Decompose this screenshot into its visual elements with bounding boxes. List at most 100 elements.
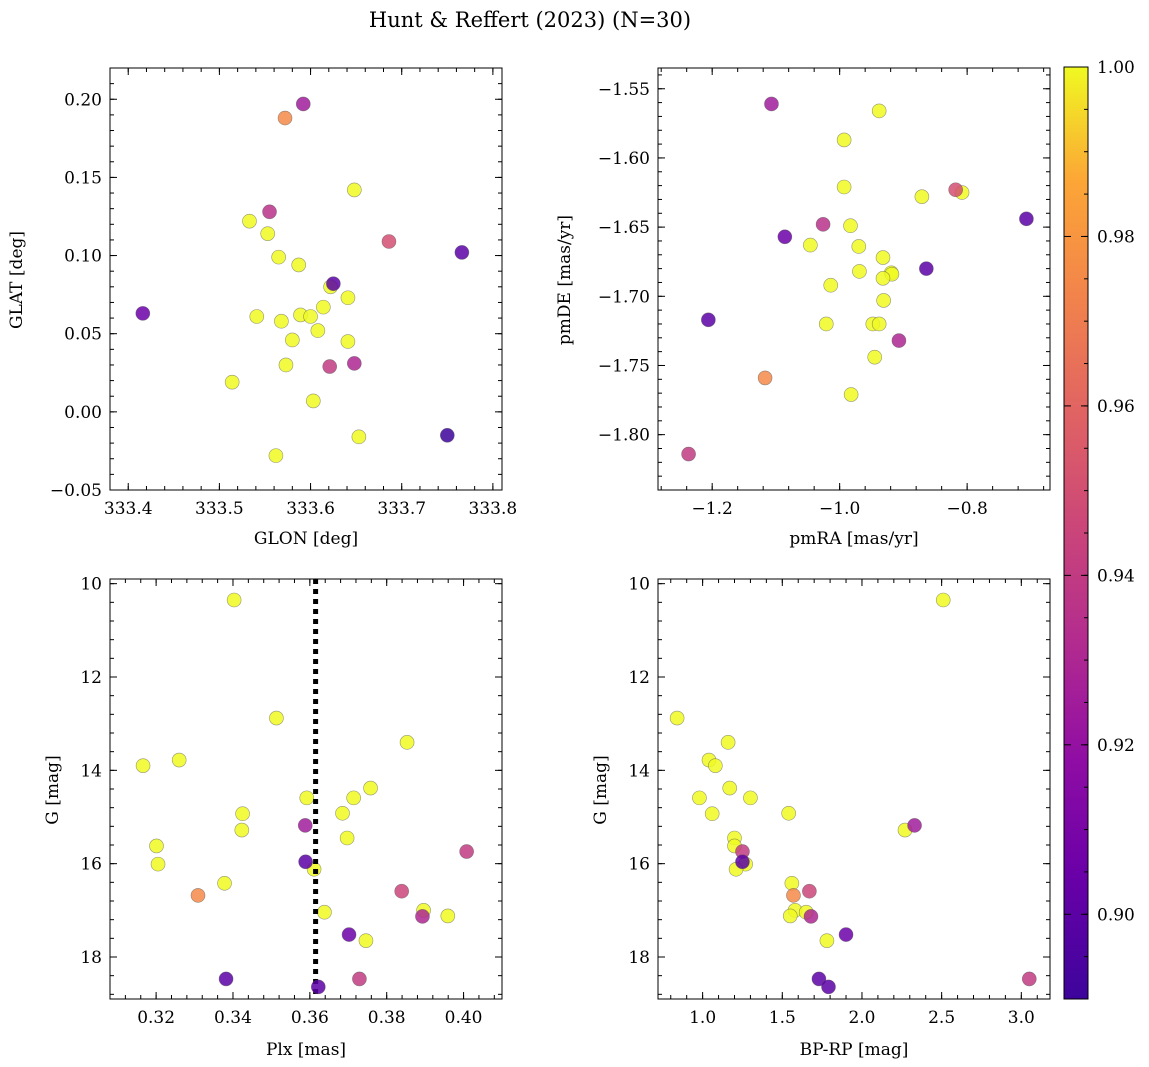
panel-glon-glat: GLON [deg] GLAT [deg] 333.4 333.5 333.6 333…: [7, 67, 518, 549]
colorbar: 0.90 0.92 0.94 0.96 0.98 1.00: [1063, 58, 1135, 1000]
data-point: [786, 888, 801, 903]
data-point: [818, 316, 834, 332]
data-point: [875, 250, 891, 265]
x-tick-label: 333.7: [377, 499, 426, 519]
data-point: [757, 370, 773, 386]
y-tick-label: 12: [80, 668, 102, 688]
data-point: [340, 334, 356, 349]
x-tick-label: 0.38: [368, 1008, 406, 1028]
data-point: [871, 103, 887, 119]
data-point: [843, 387, 859, 402]
data-point: [326, 276, 341, 291]
plot-frame: [657, 578, 1051, 1000]
x-tick-label: 333.8: [469, 499, 518, 519]
x-tick-label: −0.8: [946, 499, 987, 519]
y-tick-label: 12: [628, 668, 650, 688]
data-point: [459, 844, 474, 859]
data-point: [704, 806, 720, 822]
data-point: [224, 374, 240, 390]
data-point: [399, 735, 415, 750]
panel-bprp-g: BP-RP [mag] G [mag] 1.0 1.5 2.0 2.5 3.0 10 12 1…: [591, 575, 1051, 1060]
scatter-points: [135, 592, 456, 948]
data-point: [415, 909, 430, 924]
y-tick-label: 18: [628, 948, 650, 968]
data-point: [803, 237, 818, 253]
data-point: [722, 780, 738, 796]
data-point: [669, 710, 685, 726]
plot-frame: [657, 67, 1051, 491]
data-point: [781, 805, 796, 821]
y-axis-label: pmDE [mas/yr]: [555, 215, 575, 345]
data-point: [277, 110, 293, 126]
x-tick-label: 1.5: [769, 1008, 796, 1028]
data-point: [135, 758, 151, 773]
data-point: [274, 313, 289, 329]
data-point: [394, 883, 409, 899]
data-point: [298, 854, 313, 870]
data-point: [310, 979, 326, 995]
data-point: [297, 818, 313, 833]
data-point: [454, 245, 470, 260]
data-point: [782, 908, 798, 924]
data-point: [440, 427, 455, 443]
x-axis-label: GLON [deg]: [254, 529, 358, 549]
data-point: [285, 332, 300, 348]
plot-frame: [109, 578, 503, 1000]
data-point: [310, 323, 326, 338]
scatter-points: [669, 592, 1037, 995]
data-point: [339, 830, 355, 846]
data-point: [821, 979, 836, 995]
y-tick-label: −0.05: [50, 481, 102, 501]
x-tick-label: 0.36: [291, 1008, 329, 1028]
x-tick-label: 2.5: [928, 1008, 955, 1028]
y-tick-label: 16: [628, 855, 650, 875]
data-point: [440, 908, 456, 924]
colorbar-tick-label: 1.00: [1097, 58, 1135, 78]
colorbar-tick-label: 0.92: [1097, 736, 1135, 756]
data-point: [291, 257, 307, 273]
y-tick-label: −1.65: [598, 218, 650, 238]
colorbar-tick-label: 0.98: [1097, 227, 1135, 247]
x-tick-label: 3.0: [1008, 1008, 1035, 1028]
data-point: [217, 875, 232, 891]
data-point: [764, 96, 779, 112]
data-point: [1019, 211, 1034, 227]
data-point: [802, 883, 817, 899]
data-point: [218, 971, 234, 987]
panel-plx-g: Plx [mas] G [mag] 0.32 0.34 0.36 0.38 0.40 10…: [43, 575, 503, 1060]
data-point: [262, 204, 277, 220]
data-point: [811, 971, 827, 987]
data-point: [891, 333, 907, 348]
plot-frame: [109, 67, 503, 491]
data-point: [784, 875, 800, 891]
data-point: [819, 933, 835, 948]
y-tick-label: 18: [80, 948, 102, 968]
data-point: [305, 393, 321, 409]
data-point: [948, 182, 963, 198]
scatter-points: [681, 96, 1034, 462]
data-point: [260, 226, 276, 241]
axis-ticks: [109, 67, 502, 491]
y-tick-label: 14: [628, 761, 650, 781]
data-point: [269, 710, 284, 726]
y-tick-label: 0.10: [64, 247, 102, 267]
data-point: [803, 909, 819, 924]
data-point: [358, 933, 374, 948]
data-point: [871, 316, 887, 332]
data-point: [836, 179, 852, 195]
data-point: [316, 299, 331, 315]
data-point: [234, 822, 250, 838]
data-point: [303, 309, 318, 324]
y-tick-label: 0.05: [64, 325, 102, 345]
axis-ticks: [109, 579, 502, 999]
y-axis-label: GLAT [deg]: [7, 231, 27, 329]
data-point: [681, 446, 696, 462]
data-point: [322, 359, 338, 374]
data-point: [914, 189, 930, 204]
panel-pmra-pmde: pmRA [mas/yr] pmDE [mas/yr] −1.2 −1.0 −0.8…: [555, 67, 1051, 549]
x-tick-label: 0.40: [445, 1008, 483, 1028]
data-point: [735, 854, 750, 870]
data-point: [340, 290, 356, 306]
data-point: [226, 592, 242, 608]
